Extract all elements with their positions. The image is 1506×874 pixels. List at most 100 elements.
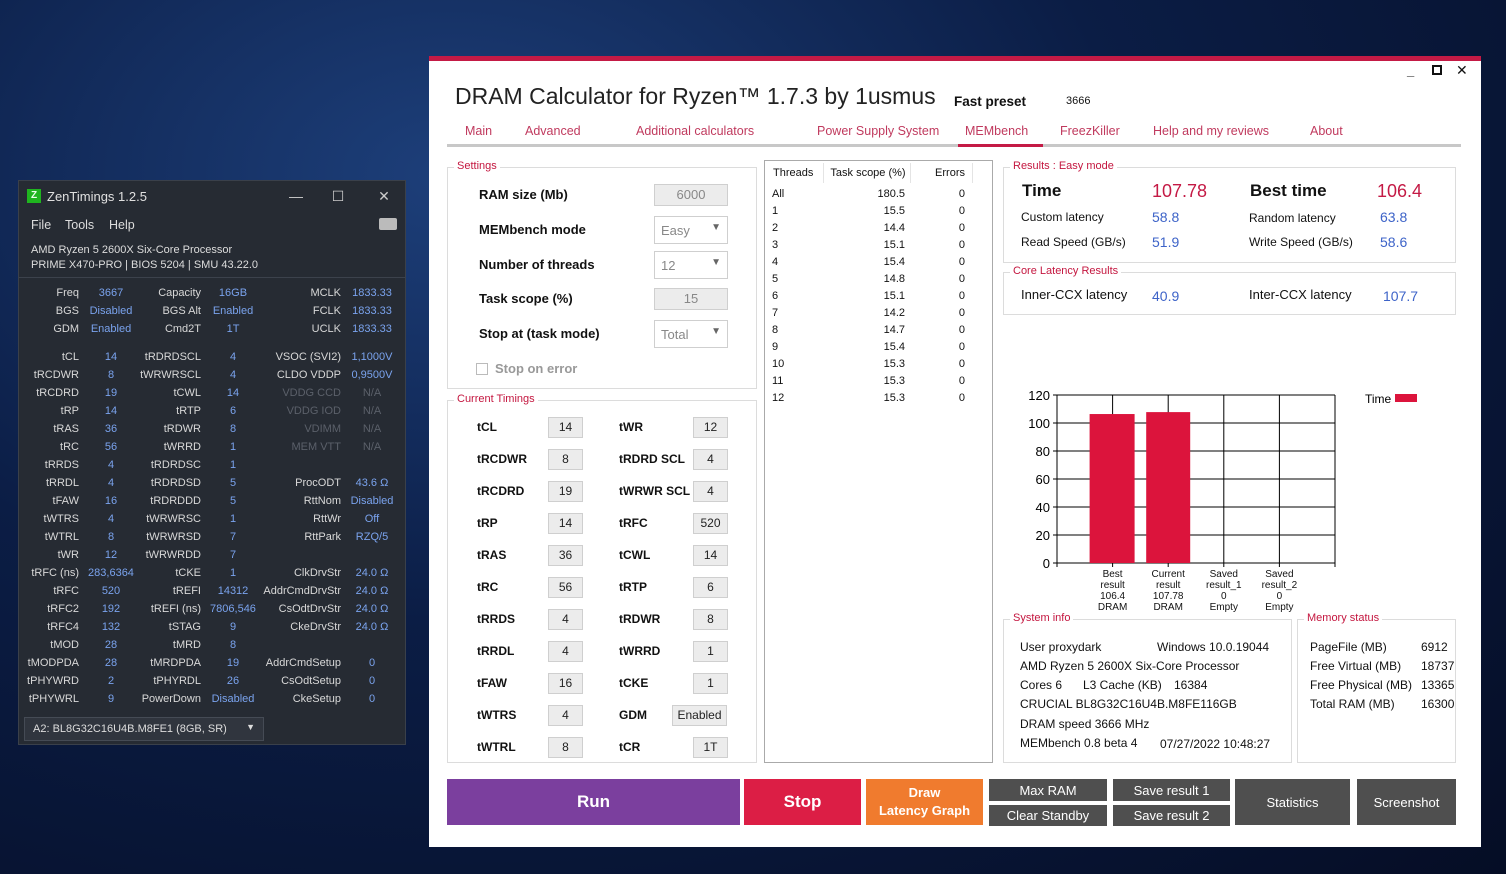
timing-label: CsOdtDrvStr bbox=[278, 603, 341, 615]
timing-row: tWTRL 8 tWRWRSD 7 RttPark RZQ/5 bbox=[19, 529, 405, 547]
timing-value: 0 bbox=[368, 657, 376, 669]
stop-on-error-checkbox[interactable] bbox=[476, 363, 488, 375]
camera-icon[interactable] bbox=[379, 218, 397, 230]
timing-value: 1 bbox=[229, 513, 237, 525]
timing-value: 19 bbox=[226, 657, 240, 669]
timing-value-box: 8 bbox=[548, 449, 583, 470]
timing-value: 14 bbox=[104, 351, 118, 363]
tab-additional-calculators[interactable]: Additional calculators bbox=[636, 124, 755, 138]
preset-label: Fast preset bbox=[954, 94, 1027, 109]
timing-row: tRRDS 4 tRDRDSC 1 bbox=[19, 457, 405, 475]
timing-label: tRDWR bbox=[619, 612, 661, 626]
stop-button[interactable]: Stop bbox=[744, 779, 861, 825]
timing-value: N/A bbox=[362, 441, 382, 453]
save-result-2-button[interactable]: Save result 2 bbox=[1113, 805, 1230, 826]
threads-list[interactable]: Threads Task scope (%) Errors All 180.5 0 1 15.… bbox=[764, 160, 993, 763]
membench-mode-select[interactable]: Easy ▼ bbox=[654, 216, 728, 244]
timing-value: 12 bbox=[104, 549, 118, 561]
timing-label: Freq bbox=[56, 287, 79, 299]
timing-value: 1833.33 bbox=[352, 323, 392, 335]
menu-file[interactable]: File bbox=[31, 218, 52, 232]
minimize-button[interactable]: _ bbox=[1407, 63, 1415, 78]
menu-tools[interactable]: Tools bbox=[65, 218, 95, 232]
column-header[interactable]: Errors bbox=[935, 167, 965, 179]
dram-speed: DRAM speed 3666 MHz bbox=[1020, 717, 1150, 731]
timing-value: 4 bbox=[107, 477, 115, 489]
tab-power-supply-system[interactable]: Power Supply System bbox=[817, 124, 940, 138]
current-timings-legend: Current Timings bbox=[454, 393, 538, 405]
max-ram-button[interactable]: Max RAM bbox=[989, 779, 1107, 801]
save-result-1-button[interactable]: Save result 1 bbox=[1113, 779, 1230, 801]
thread-cell: 14.4 bbox=[883, 222, 905, 234]
timing-label: BGS bbox=[55, 305, 79, 317]
task-scope-input[interactable]: 15 bbox=[654, 288, 728, 310]
best-time-value: 106.4 bbox=[1377, 181, 1423, 201]
minimize-button[interactable]: — bbox=[289, 188, 303, 204]
memory-label: PageFile (MB) bbox=[1310, 640, 1387, 654]
menu-help[interactable]: Help bbox=[109, 218, 135, 232]
chevron-down-icon: ▼ bbox=[711, 222, 721, 233]
ram-size-label: RAM size (Mb) bbox=[479, 187, 568, 202]
threads-select[interactable]: 12 ▼ bbox=[654, 251, 728, 279]
tab-freezkiller[interactable]: FreezKiller bbox=[1060, 124, 1120, 138]
stop-at-select[interactable]: Total ▼ bbox=[654, 320, 728, 348]
run-button[interactable]: Run bbox=[447, 779, 740, 825]
dimm-select[interactable]: A2: BL8G32C16U4B.M8FE1 (8GB, SR) ▼ bbox=[24, 717, 264, 741]
ram-size-input[interactable]: 6000 bbox=[654, 184, 728, 206]
thread-cell: 15.4 bbox=[883, 256, 905, 268]
statistics-button[interactable]: Statistics bbox=[1235, 779, 1350, 825]
timing-label: tWRRD bbox=[619, 644, 661, 658]
timing-label: tRRDL bbox=[477, 644, 515, 658]
timing-value: 1 bbox=[229, 567, 237, 579]
timing-value-box: 14 bbox=[548, 513, 583, 534]
tab-about[interactable]: About bbox=[1310, 124, 1343, 138]
thread-cell: 0 bbox=[958, 290, 965, 302]
draw-latency-graph-button[interactable]: Draw Latency Graph bbox=[866, 779, 983, 825]
zentimings-logo-icon: Z bbox=[27, 189, 41, 203]
timing-value: 1,1000V bbox=[351, 351, 393, 363]
screenshot-button[interactable]: Screenshot bbox=[1357, 779, 1456, 825]
tab-membench[interactable]: MEMbench bbox=[965, 124, 1029, 138]
timing-row: tRFC (ns) 283,6364 tCKE 1 ClkDrvStr 24.0 Ω bbox=[19, 565, 405, 583]
thread-cell: 15.4 bbox=[883, 341, 905, 353]
column-header[interactable]: Threads bbox=[773, 167, 814, 179]
close-button[interactable]: ✕ bbox=[378, 188, 390, 204]
clear-standby-button[interactable]: Clear Standby bbox=[989, 805, 1107, 826]
timing-value: 16 bbox=[104, 495, 118, 507]
maximize-button[interactable]: ☐ bbox=[331, 188, 345, 204]
system-info-group: System info User proxydark Windows 10.0.… bbox=[1003, 612, 1292, 763]
timing-label: UCLK bbox=[311, 323, 341, 335]
timing-value-box: 4 bbox=[548, 641, 583, 662]
close-button[interactable]: ✕ bbox=[1456, 62, 1468, 78]
timing-row: tRP 14 tRTP 6 VDDG IOD N/A bbox=[19, 403, 405, 421]
core-latency-group: Core Latency Results Inner-CCX latency 4… bbox=[1003, 265, 1456, 315]
write-speed-label: Write Speed (GB/s) bbox=[1249, 235, 1353, 249]
category-label: Best result 106.4 DRAM speed 3666 MHz bbox=[1097, 569, 1128, 613]
zentimings-window: Z ZenTimings 1.2.5 — ☐ ✕ File Tools Help… bbox=[18, 180, 406, 745]
memory-value: 6912 bbox=[1421, 640, 1448, 654]
timing-row: tRFC2 192 tREFI (ns) 7806,546 CsOdtDrvStr 24.… bbox=[19, 601, 405, 619]
timing-value-box: 520 bbox=[693, 513, 728, 534]
memory-status-group: Memory status PageFile (MB) 6912 Free Virt… bbox=[1297, 612, 1456, 763]
timing-label: RttWr bbox=[313, 513, 341, 525]
timing-label: tWR bbox=[57, 549, 79, 561]
thread-cell: 15.3 bbox=[883, 358, 905, 370]
inter-ccx-value: 107.7 bbox=[1383, 288, 1419, 304]
membench-version: MEMbench 0.8 beta 4 bbox=[1020, 736, 1138, 750]
timing-value-box: 4 bbox=[548, 609, 583, 630]
timing-label: PowerDown bbox=[141, 693, 201, 705]
timing-value-box: 6 bbox=[693, 577, 728, 598]
column-header[interactable]: Task scope (%) bbox=[830, 167, 906, 179]
timing-label: tWR bbox=[619, 420, 643, 434]
read-speed-value: 51.9 bbox=[1152, 234, 1180, 250]
thread-cell: 12 bbox=[772, 392, 785, 404]
timing-value: 8 bbox=[229, 423, 237, 435]
time-bar-chart: 0 20 40 60 80 100 120 Best result 106.4 DRAM sp… bbox=[1028, 388, 1417, 613]
tab-main[interactable]: Main bbox=[465, 124, 493, 138]
thread-cell: 15.3 bbox=[883, 375, 905, 387]
tab-advanced[interactable]: Advanced bbox=[525, 124, 581, 138]
timing-value: Off bbox=[364, 513, 380, 525]
timing-label: tRC bbox=[60, 441, 79, 453]
maximize-button[interactable] bbox=[1432, 65, 1442, 75]
tab-help[interactable]: Help and my reviews bbox=[1153, 124, 1270, 138]
